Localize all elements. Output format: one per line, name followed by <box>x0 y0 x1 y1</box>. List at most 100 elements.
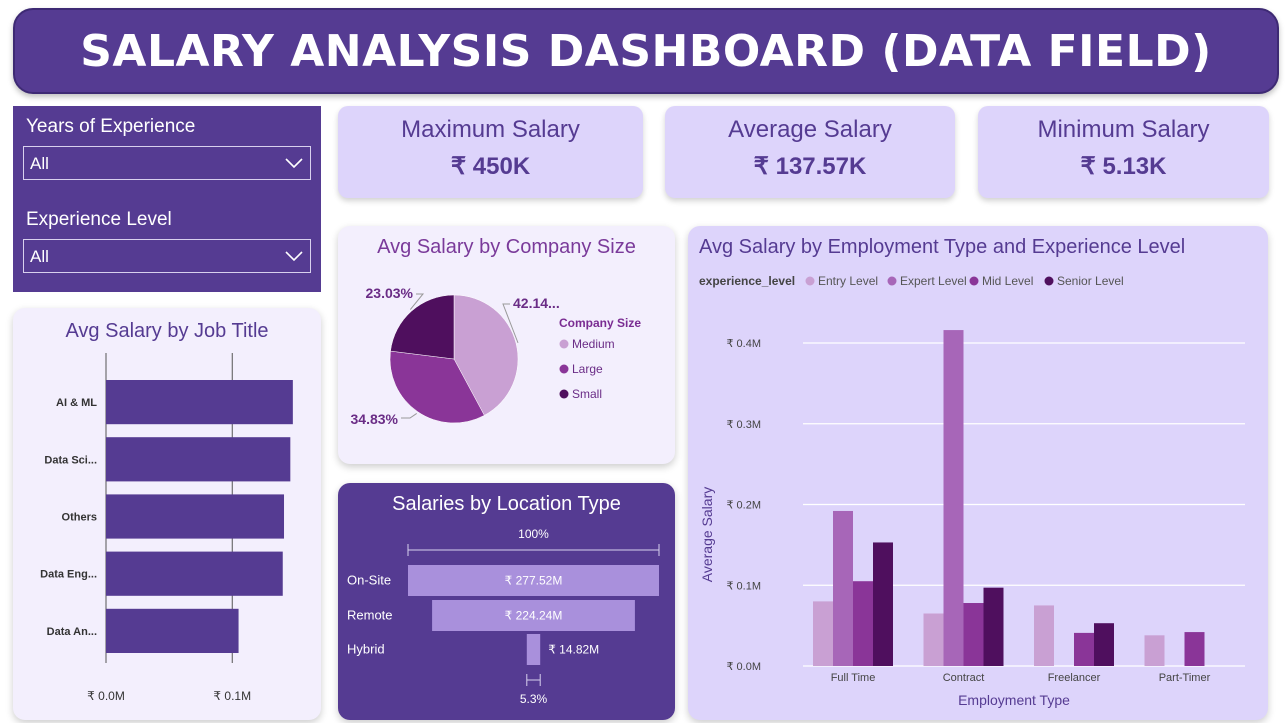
min-salary-value: ₹ 5.13K <box>1080 153 1167 180</box>
y-tick-label: Data Sci... <box>44 454 97 466</box>
employment-bar-chart: experience_level Entry Level Expert Level M… <box>699 274 1245 708</box>
legend-title: Company Size <box>559 316 641 330</box>
x-tick-label: Full Time <box>831 672 876 684</box>
legend-marker <box>887 276 897 286</box>
bar <box>106 380 293 425</box>
legend-label: Senior Level <box>1057 274 1124 288</box>
funnel-bar <box>432 600 635 631</box>
y-tick-label: ₹ 0.4M <box>726 338 761 350</box>
column-bar <box>1094 623 1114 666</box>
x-tick-label: Freelancer <box>1048 672 1101 684</box>
legend-marker <box>559 389 569 399</box>
chevron-down-icon <box>285 158 303 169</box>
pie-leader-line <box>502 303 519 344</box>
max-salary-value: ₹ 450K <box>450 153 531 180</box>
column-bar <box>1034 605 1054 666</box>
y-tick-label: ₹ 0.1M <box>726 580 761 592</box>
legend-label: Medium <box>572 337 615 351</box>
dashboard-title: SALARY ANALYSIS DASHBOARD (DATA FIELD) <box>80 25 1212 77</box>
column-bar <box>1074 632 1094 666</box>
chevron-down-icon <box>285 251 303 262</box>
legend-title: experience_level <box>699 274 795 288</box>
years-of-experience-label: Years of Experience <box>26 116 196 137</box>
column-bar <box>873 542 893 666</box>
employment-chart-title: Avg Salary by Employment Type and Experi… <box>699 236 1186 258</box>
dashboard-header: SALARY ANALYSIS DASHBOARD (DATA FIELD) <box>13 8 1279 94</box>
bar <box>106 551 283 596</box>
location-chart-title: Salaries by Location Type <box>392 493 621 515</box>
pie-slice <box>453 294 519 416</box>
funnel-value-label: ₹ 224.24M <box>505 609 563 623</box>
x-tick-label: ₹ 0.1M <box>213 689 251 703</box>
column-bar <box>833 510 853 666</box>
bar <box>106 494 285 539</box>
y-tick-label: Data Eng... <box>40 569 97 581</box>
funnel-value-label: ₹ 14.82M <box>548 643 599 657</box>
funnel-bar <box>526 634 541 665</box>
x-axis-title: Employment Type <box>958 692 1070 708</box>
years-of-experience-value: All <box>30 154 49 173</box>
funnel-category-label: Hybrid <box>347 642 385 657</box>
column-bar <box>983 587 1004 666</box>
location-funnel-chart: 100% On-Site ₹ 277.52M Remote ₹ 224.24M Hybri… <box>347 527 660 706</box>
pie-data-label: 34.83% <box>351 411 399 427</box>
column-bar <box>923 613 944 666</box>
filter-panel: Years of Experience All Experience Level… <box>13 106 321 292</box>
legend-label: Expert Level <box>900 274 967 288</box>
min-salary-label: Minimum Salary <box>1037 116 1210 143</box>
legend-label: Entry Level <box>818 274 878 288</box>
column-bar <box>943 330 964 666</box>
column-bar <box>963 603 984 666</box>
legend-marker <box>805 276 815 286</box>
bar <box>106 608 239 653</box>
job-title-chart-card: Avg Salary by Job Title ₹ 0.0M ₹ 0.1M AI &… <box>13 308 321 720</box>
legend-label: Large <box>572 362 603 376</box>
years-of-experience-dropdown[interactable]: All <box>23 146 311 180</box>
pie-data-label: 23.03% <box>366 285 414 301</box>
legend-marker <box>559 364 569 374</box>
funnel-top-percent: 100% <box>518 527 549 541</box>
avg-salary-value: ₹ 137.57K <box>753 153 867 180</box>
job-title-chart-title: Avg Salary by Job Title <box>65 320 269 342</box>
y-tick-label: ₹ 0.3M <box>726 419 761 431</box>
funnel-value-label: ₹ 277.52M <box>505 574 563 588</box>
legend-label: Small <box>572 387 602 401</box>
max-salary-card: Maximum Salary ₹ 450K <box>338 106 643 198</box>
y-tick-label: AI & ML <box>56 397 97 409</box>
pie-leader-line <box>409 293 425 310</box>
avg-salary-card: Average Salary ₹ 137.57K <box>665 106 955 198</box>
experience-level-value: All <box>30 247 49 266</box>
company-size-pie-chart: 42.14... 34.83% 23.03% Company Size Medium La… <box>351 285 642 427</box>
column-bar <box>853 581 873 666</box>
y-tick-label: ₹ 0.0M <box>726 661 761 673</box>
avg-salary-label: Average Salary <box>728 116 892 143</box>
funnel-category-label: On-Site <box>347 573 391 588</box>
min-salary-card: Minimum Salary ₹ 5.13K <box>978 106 1269 198</box>
legend-marker <box>559 339 569 349</box>
y-axis-title: Average Salary <box>699 487 715 582</box>
company-size-chart-card: Avg Salary by Company Size 42.14... 34.83… <box>338 226 675 464</box>
pie-leader-line <box>401 413 417 419</box>
location-chart-card: Salaries by Location Type 100% On-Site ₹ 2… <box>338 483 675 720</box>
legend-marker <box>1044 276 1054 286</box>
y-tick-label: Data An... <box>47 626 97 638</box>
legend-marker <box>969 276 979 286</box>
experience-level-dropdown[interactable]: All <box>23 239 311 273</box>
employment-chart-card: Avg Salary by Employment Type and Experi… <box>688 226 1268 720</box>
pie-slice <box>390 294 455 360</box>
y-tick-label: ₹ 0.2M <box>726 500 761 512</box>
pie-data-label: 42.14... <box>513 295 560 311</box>
bar <box>106 437 291 482</box>
column-bar <box>1144 635 1165 666</box>
experience-level-label: Experience Level <box>26 209 172 230</box>
company-size-chart-title: Avg Salary by Company Size <box>377 236 636 258</box>
column-bar <box>1184 632 1205 666</box>
x-tick-label: Part-Timer <box>1159 672 1211 684</box>
x-tick-label: ₹ 0.0M <box>87 689 125 703</box>
x-tick-label: Contract <box>943 672 985 684</box>
funnel-bottom-percent: 5.3% <box>520 692 548 706</box>
y-tick-label: Others <box>62 512 97 524</box>
job-title-bar-chart: ₹ 0.0M ₹ 0.1M AI & ML Data Sci... Others Data… <box>40 353 293 703</box>
column-bar <box>813 601 833 666</box>
max-salary-label: Maximum Salary <box>401 116 580 143</box>
